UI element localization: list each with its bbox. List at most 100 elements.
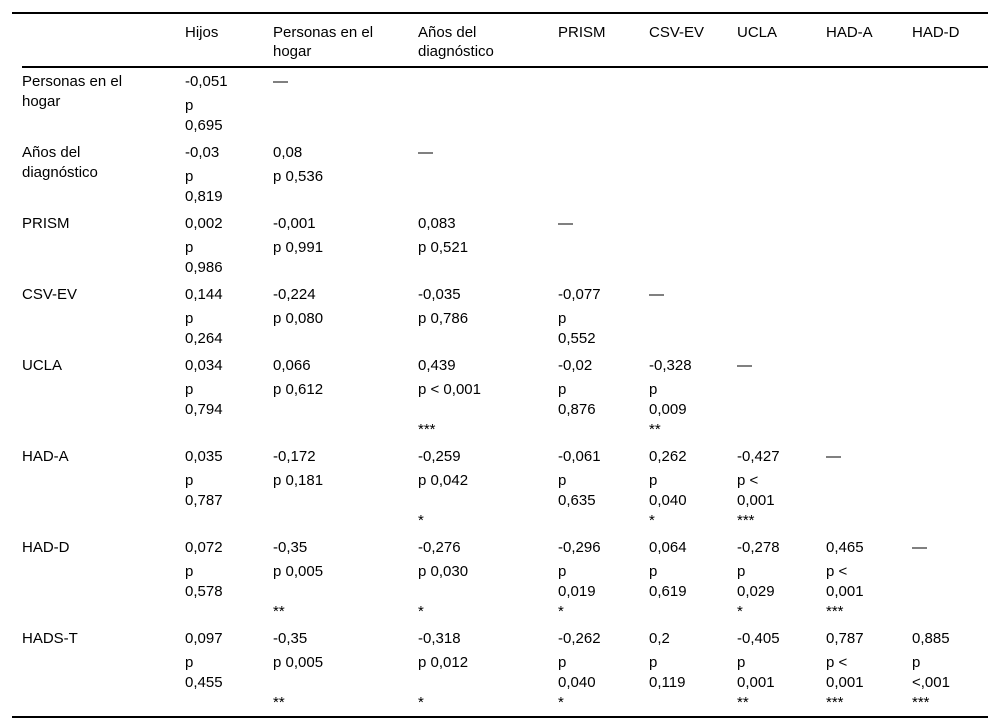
corr-value: 0,034 (185, 357, 223, 374)
table-cell: -0,405 p 0,001 ** (737, 629, 826, 713)
corr-value: -0,051 (185, 73, 228, 90)
empty-dash: — (826, 448, 841, 465)
table-cell (912, 72, 988, 136)
table-cell: -0,172 p 0,181 (273, 447, 418, 531)
header-cell-prism: PRISM (558, 24, 606, 41)
p-value-line: p 0,042 (418, 472, 469, 489)
table-cell: 0,035 p 0,787 (185, 447, 273, 531)
corr-value: -0,03 (185, 144, 220, 161)
table-row: HAD-A 0,035 p 0,787 -0,172 p 0,181 -0,259 p 0,0… (22, 443, 988, 534)
table-cell: -0,061 p 0,635 (558, 447, 649, 531)
p-value-line: p (185, 654, 194, 671)
significance-stars: * (418, 603, 424, 620)
p-value-line: 0,119 (649, 674, 686, 691)
table-cell: -0,427 p < 0,001 *** (737, 447, 826, 531)
p-value-line: 0,040 (558, 674, 596, 691)
p-value-line: p (185, 563, 194, 580)
table-cell: -0,35 p 0,005 ** (273, 629, 418, 713)
empty-dash: — (737, 357, 752, 374)
corr-value: 0,144 (185, 286, 223, 303)
table-cell: 0,465 p < 0,001 *** (826, 538, 912, 622)
spacer-line (418, 673, 550, 693)
header-cell-rowlabel (22, 23, 185, 61)
table-cell: 0,097 p 0,455 (185, 629, 273, 713)
corr-value: 0,262 (649, 448, 687, 465)
p-value-line: 0,787 (185, 492, 223, 509)
corr-value: -0,427 (737, 448, 780, 465)
table-cell (912, 285, 988, 349)
significance-stars: *** (826, 694, 844, 711)
table-cell: — (649, 285, 737, 349)
table-cell: 0,262 p 0,040 * (649, 447, 737, 531)
table-cell: 0,034 p 0,794 (185, 356, 273, 440)
p-value-line: 0,986 (185, 259, 223, 276)
table-cell: 0,066 p 0,612 (273, 356, 418, 440)
significance-stars: * (558, 694, 564, 711)
p-value-line: p 0,005 (273, 654, 324, 671)
corr-value: 0,465 (826, 539, 864, 556)
p-value-line: 0,578 (185, 583, 223, 600)
p-value-line: 0,264 (185, 330, 223, 347)
p-value-line: 0,819 (185, 188, 223, 205)
row-label: Años del diagnóstico (22, 144, 98, 181)
p-value-line: p (185, 239, 194, 256)
table-cell: 0,439 p < 0,001 *** (418, 356, 558, 440)
p-value-line: 0,876 (558, 401, 596, 418)
p-value-line: p (649, 654, 658, 671)
corr-value: -0,405 (737, 630, 780, 647)
significance-stars: ** (649, 421, 661, 438)
p-value-line: p (737, 654, 746, 671)
table-cell: -0,328 p 0,009 ** (649, 356, 737, 440)
significance-stars: *** (418, 421, 436, 438)
significance-stars: * (649, 512, 655, 529)
table-cell: -0,262 p 0,040 * (558, 629, 649, 713)
table-cell (912, 447, 988, 531)
p-value-line: 0,794 (185, 401, 223, 418)
p-value-line: 0,001 (826, 583, 864, 600)
p-value-line: 0,695 (185, 117, 223, 134)
table-row: PRISM 0,002 p 0,986 -0,001 p 0,991 0,083 p 0,52… (22, 210, 988, 281)
significance-stars: ** (273, 603, 285, 620)
p-value-line: p (185, 97, 194, 114)
table-cell (737, 143, 826, 207)
table-cell: — (558, 214, 649, 278)
table-cell: 0,2 p 0,119 (649, 629, 737, 713)
corr-value: -0,02 (558, 357, 593, 374)
table-cell: 0,885 p <,001 *** (912, 629, 988, 713)
corr-value: -0,035 (418, 286, 461, 303)
row-label: HAD-D (22, 539, 70, 556)
table-cell: -0,35 p 0,005 ** (273, 538, 418, 622)
header-cell-ucla: UCLA (737, 24, 778, 41)
row-label: HADS-T (22, 630, 78, 647)
table-row: Años del diagnóstico -0,03 p 0,819 0,08 p 0,5… (22, 139, 988, 210)
row-label: CSV-EV (22, 286, 78, 303)
p-value-line: p 0,521 (418, 239, 469, 256)
table-cell (826, 285, 912, 349)
empty-dash: — (273, 73, 288, 90)
p-value-line: p (558, 654, 567, 671)
p-value-line: p 0,080 (273, 310, 324, 327)
table-cell: — (418, 143, 558, 207)
corr-value: 0,885 (912, 630, 950, 647)
corr-value: -0,296 (558, 539, 601, 556)
significance-stars: * (737, 603, 743, 620)
row-label: Personas en el hogar (22, 73, 123, 110)
p-value-line: p < (737, 472, 759, 489)
p-value-line: 0,019 (558, 583, 596, 600)
p-value-line: 0,552 (558, 330, 596, 347)
p-value-line: p (558, 310, 567, 327)
corr-value: -0,35 (273, 630, 308, 647)
p-value-line: p (649, 472, 658, 489)
p-value-line: p (737, 563, 746, 580)
corr-value: -0,35 (273, 539, 308, 556)
table-row: UCLA 0,034 p 0,794 0,066 p 0,612 0,439 p < 0,00… (22, 352, 988, 443)
corr-value: 0,787 (826, 630, 864, 647)
p-value-line: 0,635 (558, 492, 596, 509)
spacer-line (418, 400, 550, 420)
table-cell (826, 72, 912, 136)
p-value-line: <,001 (912, 674, 950, 691)
significance-stars: * (418, 694, 424, 711)
table-cell: — (273, 72, 418, 136)
table-cell (649, 143, 737, 207)
